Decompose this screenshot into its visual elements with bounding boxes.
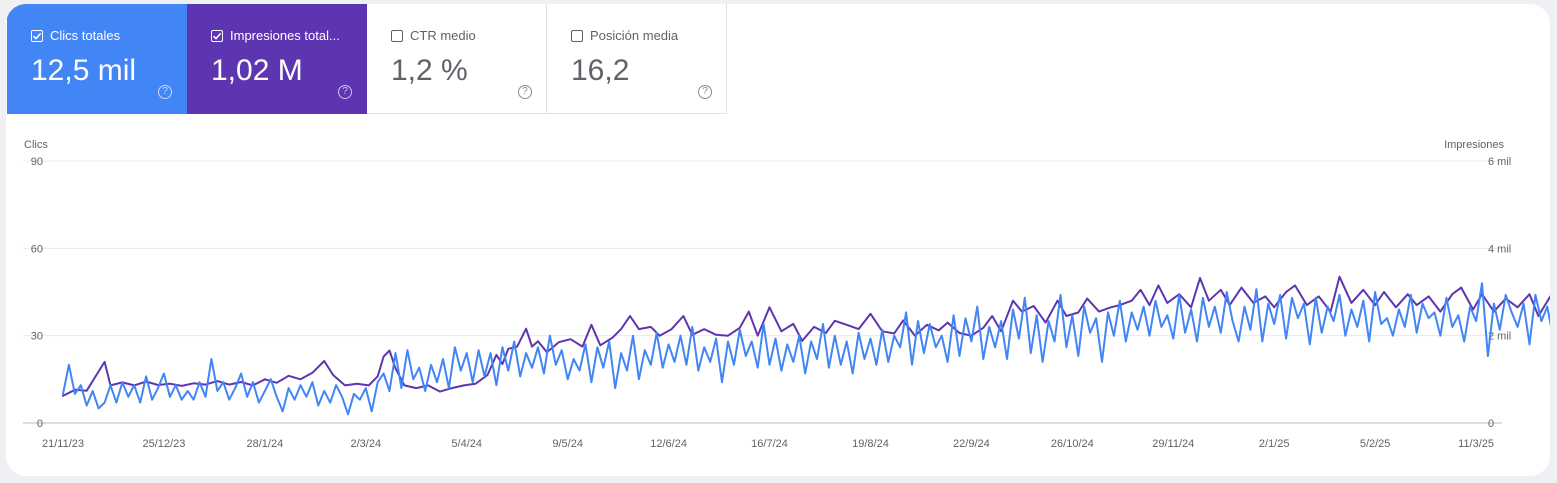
x-axis-tick-label: 25/12/23: [143, 438, 186, 450]
help-icon[interactable]: ?: [698, 85, 712, 99]
metric-total-impressions[interactable]: Impresiones total... 1,02 M ?: [187, 4, 367, 114]
x-axis-tick-label: 26/10/24: [1051, 438, 1094, 450]
checkbox-checked-icon[interactable]: [211, 30, 223, 42]
left-axis-tick-label: 90: [31, 156, 43, 168]
grid-lines: [23, 160, 1502, 424]
x-axis-tick-label: 22/9/24: [953, 438, 990, 450]
x-axis-tick-label: 9/5/24: [552, 438, 583, 450]
x-axis-tick-label: 12/6/24: [650, 438, 687, 450]
x-axis-tick-label: 21/11/23: [42, 438, 84, 450]
metric-tabs: Clics totales 12,5 mil ? Impresiones tot…: [7, 4, 727, 114]
metric-value: 1,02 M: [211, 54, 303, 87]
x-axis-tick-label: 29/11/24: [1152, 438, 1194, 450]
performance-chart: Clics Impresiones 0 30 60 90 0 2 mil 4 mil 6 mi…: [23, 139, 1550, 450]
left-axis-tick-label: 0: [37, 418, 43, 430]
metric-average-ctr[interactable]: CTR medio 1,2 % ?: [367, 4, 547, 114]
x-axis-tick-label: 2/3/24: [351, 438, 382, 450]
metric-total-clicks[interactable]: Clics totales 12,5 mil ?: [7, 4, 187, 114]
metric-label: Impresiones total...: [230, 28, 340, 43]
x-axis-tick-label: 5/4/24: [451, 438, 482, 450]
performance-card: Clics totales 12,5 mil ? Impresiones tot…: [6, 4, 1550, 476]
help-icon[interactable]: ?: [338, 85, 352, 99]
x-axis-tick-label: 11/3/25: [1458, 438, 1494, 450]
checkbox-unchecked-icon[interactable]: [391, 30, 403, 42]
x-axis-tick-label: 5/2/25: [1360, 438, 1391, 450]
metric-label: Clics totales: [50, 28, 121, 43]
metric-label: CTR medio: [410, 28, 476, 43]
help-icon[interactable]: ?: [518, 85, 532, 99]
right-axis-tick-label: 0: [1488, 418, 1494, 430]
right-axis-tick-label: 4 mil: [1488, 243, 1511, 255]
right-axis-tick-label: 2 mil: [1488, 331, 1511, 343]
left-axis-tick-label: 30: [31, 331, 43, 343]
clicks-series-line: [62, 282, 1550, 416]
right-axis-title: Impresiones: [1444, 139, 1504, 151]
metric-average-position[interactable]: Posición media 16,2 ?: [547, 4, 727, 114]
metric-value: 12,5 mil: [31, 54, 137, 87]
metric-label: Posición media: [590, 28, 679, 43]
x-axis-tick-label: 28/1/24: [247, 438, 284, 450]
left-axis-tick-label: 60: [31, 243, 43, 255]
help-icon[interactable]: ?: [158, 85, 172, 99]
metric-value: 16,2: [571, 54, 630, 87]
x-axis-tick-label: 2/1/25: [1259, 438, 1290, 450]
x-axis-tick-label: 19/8/24: [852, 438, 889, 450]
x-axis-tick-label: 16/7/24: [751, 438, 788, 450]
left-axis-title: Clics: [24, 139, 48, 151]
checkbox-checked-icon[interactable]: [31, 30, 43, 42]
right-axis-tick-label: 6 mil: [1488, 156, 1511, 168]
checkbox-unchecked-icon[interactable]: [571, 30, 583, 42]
metric-value: 1,2 %: [391, 54, 468, 87]
